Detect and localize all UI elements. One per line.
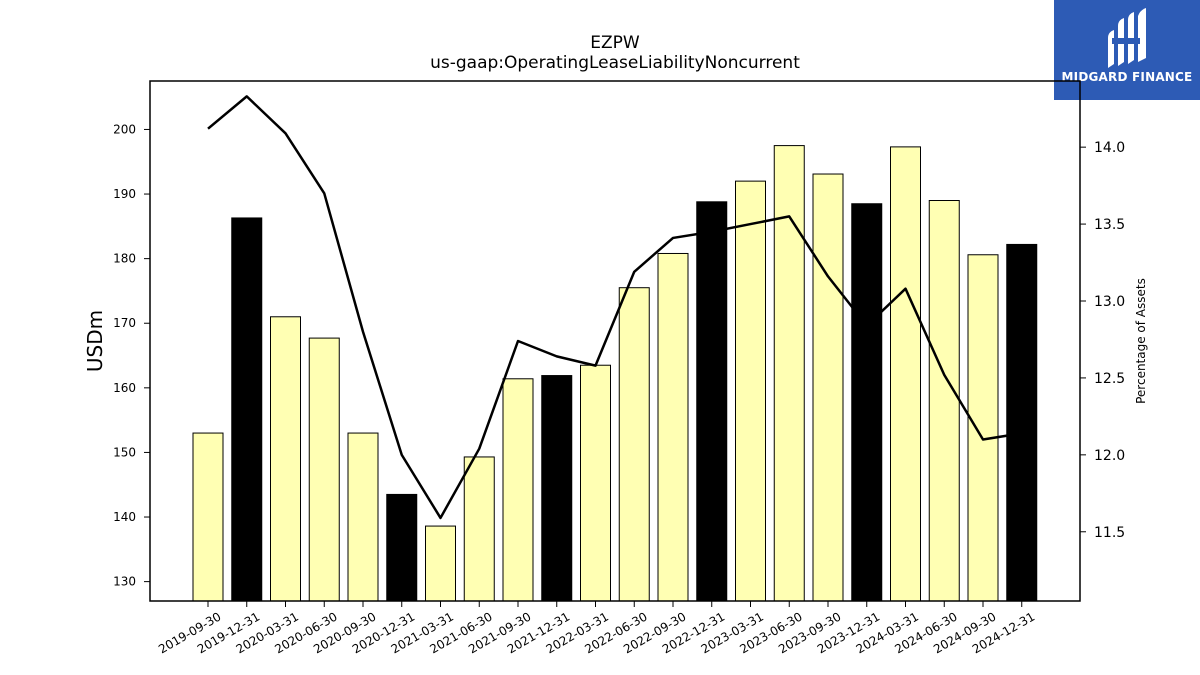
y-tick-label-left: 170: [113, 316, 136, 330]
bar: [231, 217, 263, 602]
midgard-logo-icon: [1108, 8, 1146, 68]
y-axis-label-left: USDm: [83, 310, 107, 372]
y-axis-label-right: Percentage of Assets: [1134, 278, 1148, 404]
bar: [812, 173, 844, 602]
y-tick-label-left: 180: [113, 252, 136, 266]
bar: [618, 287, 650, 602]
bar: [851, 203, 883, 602]
bar: [580, 364, 611, 602]
bar: [773, 145, 805, 602]
bar: [967, 254, 999, 602]
y-tick-label-left: 150: [113, 445, 136, 459]
bar: [541, 375, 573, 602]
bar: [463, 456, 495, 602]
bar: [502, 378, 534, 602]
y-tick-label-right: 13.5: [1094, 217, 1125, 233]
plot-frame: [149, 80, 1081, 602]
bar: [425, 525, 456, 602]
line-path: [207, 95, 1022, 520]
chart-subtitle: us-gaap:OperatingLeaseLiabilityNoncurren…: [430, 53, 800, 73]
bar: [890, 146, 921, 602]
bar: [696, 201, 728, 602]
bar: [308, 337, 340, 602]
bar: [735, 180, 766, 602]
y-tick-label-left: 190: [113, 187, 136, 201]
y-tick-label-right: 11.5: [1094, 525, 1125, 541]
bar: [386, 493, 418, 602]
chart-title: EZPW: [590, 33, 640, 53]
y-tick-label-left: 140: [113, 510, 136, 524]
bar: [347, 432, 379, 602]
y-tick-label-left: 200: [113, 122, 136, 136]
y-axis-left: 130 140 150 160 170 180 190 200: [113, 122, 150, 589]
y-tick-label-left: 130: [113, 575, 136, 589]
y-tick-label-right: 13.0: [1094, 294, 1125, 310]
brand-name: MIDGARD FINANCE: [1061, 70, 1193, 84]
y-tick-label-right: 14.0: [1094, 140, 1125, 156]
y-tick-label-left: 160: [113, 381, 136, 395]
line-series: [207, 95, 1022, 520]
bar: [270, 316, 301, 602]
bar-series: [192, 145, 1038, 602]
x-axis: 2019-09-302019-12-312020-03-312020-06-30…: [156, 601, 1037, 656]
y-axis-right: 11.5 12.0 12.5 13.0 13.5 14.0: [1080, 140, 1125, 541]
bar: [1006, 243, 1038, 602]
brand-logo: MIDGARD FINANCE: [1054, 0, 1200, 100]
y-tick-label-right: 12.0: [1094, 448, 1125, 464]
bar: [192, 432, 224, 602]
bar: [928, 200, 960, 602]
y-tick-label-right: 12.5: [1094, 371, 1125, 387]
bar: [657, 252, 689, 602]
